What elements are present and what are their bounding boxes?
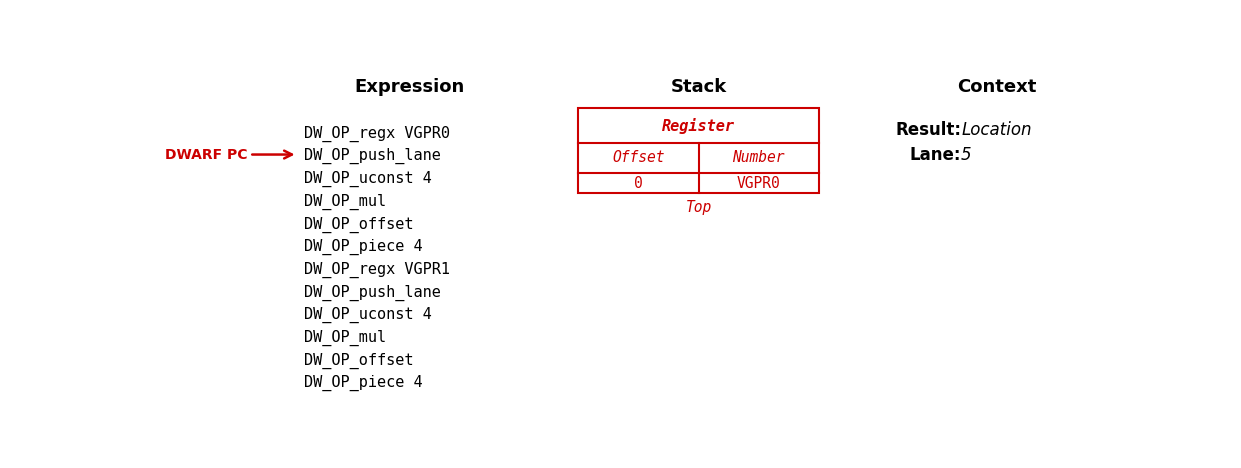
Text: Top: Top <box>685 200 711 215</box>
Text: DW_OP_regx VGPR1: DW_OP_regx VGPR1 <box>304 262 450 278</box>
Text: DWARF PC: DWARF PC <box>165 147 247 161</box>
Text: DW_OP_regx VGPR0: DW_OP_regx VGPR0 <box>304 125 450 142</box>
Text: 5: 5 <box>961 146 972 164</box>
Text: DW_OP_piece 4: DW_OP_piece 4 <box>304 239 423 255</box>
Text: VGPR0: VGPR0 <box>737 176 781 190</box>
Text: Stack: Stack <box>670 78 727 96</box>
Text: DW_OP_uconst 4: DW_OP_uconst 4 <box>304 307 432 323</box>
Text: Lane:: Lane: <box>910 146 961 164</box>
Text: DW_OP_push_lane: DW_OP_push_lane <box>304 285 441 300</box>
Bar <box>578 109 819 193</box>
Text: DW_OP_offset: DW_OP_offset <box>304 216 413 233</box>
Text: DW_OP_uconst 4: DW_OP_uconst 4 <box>304 171 432 187</box>
Text: 0: 0 <box>634 176 643 190</box>
Text: Offset: Offset <box>612 150 665 166</box>
Text: DW_OP_mul: DW_OP_mul <box>304 194 386 210</box>
Text: Result:: Result: <box>895 121 961 139</box>
Text: DW_OP_offset: DW_OP_offset <box>304 352 413 369</box>
Text: DW_OP_piece 4: DW_OP_piece 4 <box>304 375 423 391</box>
Text: Number: Number <box>732 150 784 166</box>
Text: Register: Register <box>661 117 735 133</box>
Text: DW_OP_push_lane: DW_OP_push_lane <box>304 148 441 164</box>
Text: Context: Context <box>957 78 1036 96</box>
Text: Location: Location <box>961 121 1031 139</box>
Text: Expression: Expression <box>355 78 465 96</box>
Text: DW_OP_mul: DW_OP_mul <box>304 330 386 346</box>
